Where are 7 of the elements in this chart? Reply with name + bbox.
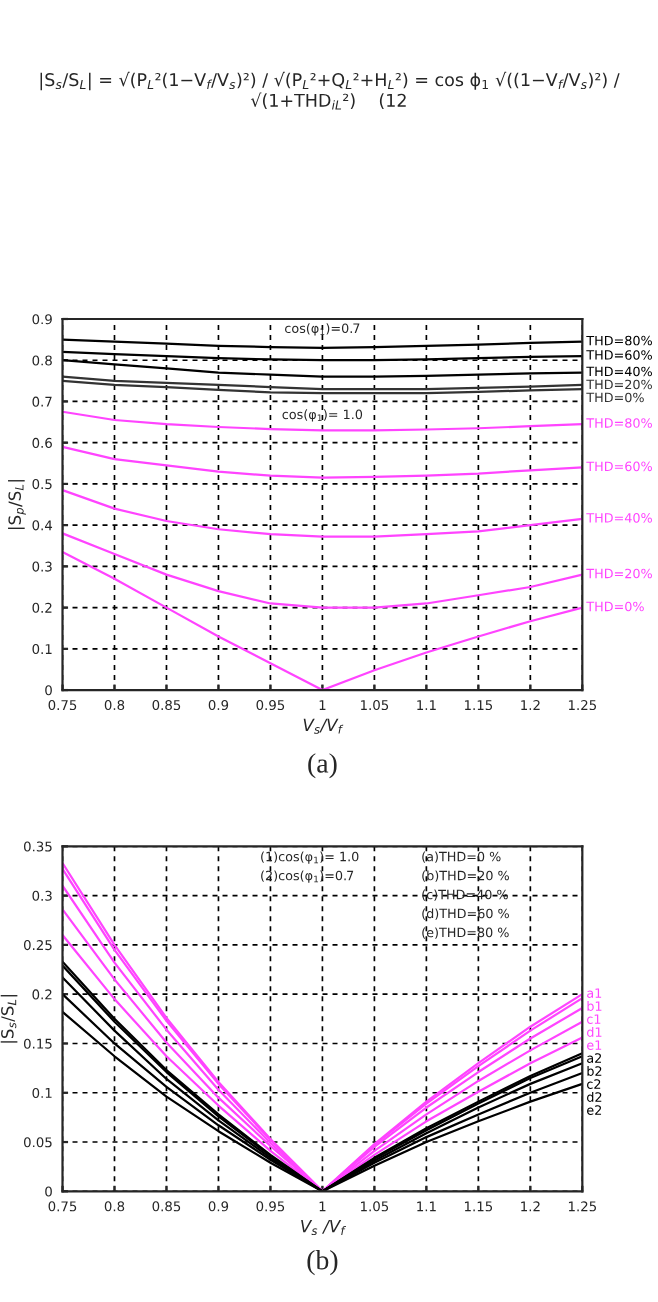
text: (a) — [308, 753, 337, 779]
text: |S$_{s}$/S$_{L}$| = √(P$_{L}$²(1−V$_{f}$/V$_{s}$)²) / √(P$_{L}$²+Q$_{L}$²+H$_{L}$²) = cos ϕ$_{1}$ √((1−V$_{f}$/V$_{s}$)²) / √(1+THD$_{iL}$²) (12 — [40, 71, 620, 110]
y-axis-title: |S$_{p}$/S$_{L}$| — [8, 480, 26, 529]
x-axis-title: V$_{s}$/V$_{f}$ — [303, 718, 344, 734]
y-axis-title: |S$_{s}$/S$_{L}$| — [0, 995, 18, 1043]
x-axis-title: V$_{s}$ /V$_{f}$ — [301, 1220, 346, 1236]
text: (b) — [307, 1249, 338, 1276]
